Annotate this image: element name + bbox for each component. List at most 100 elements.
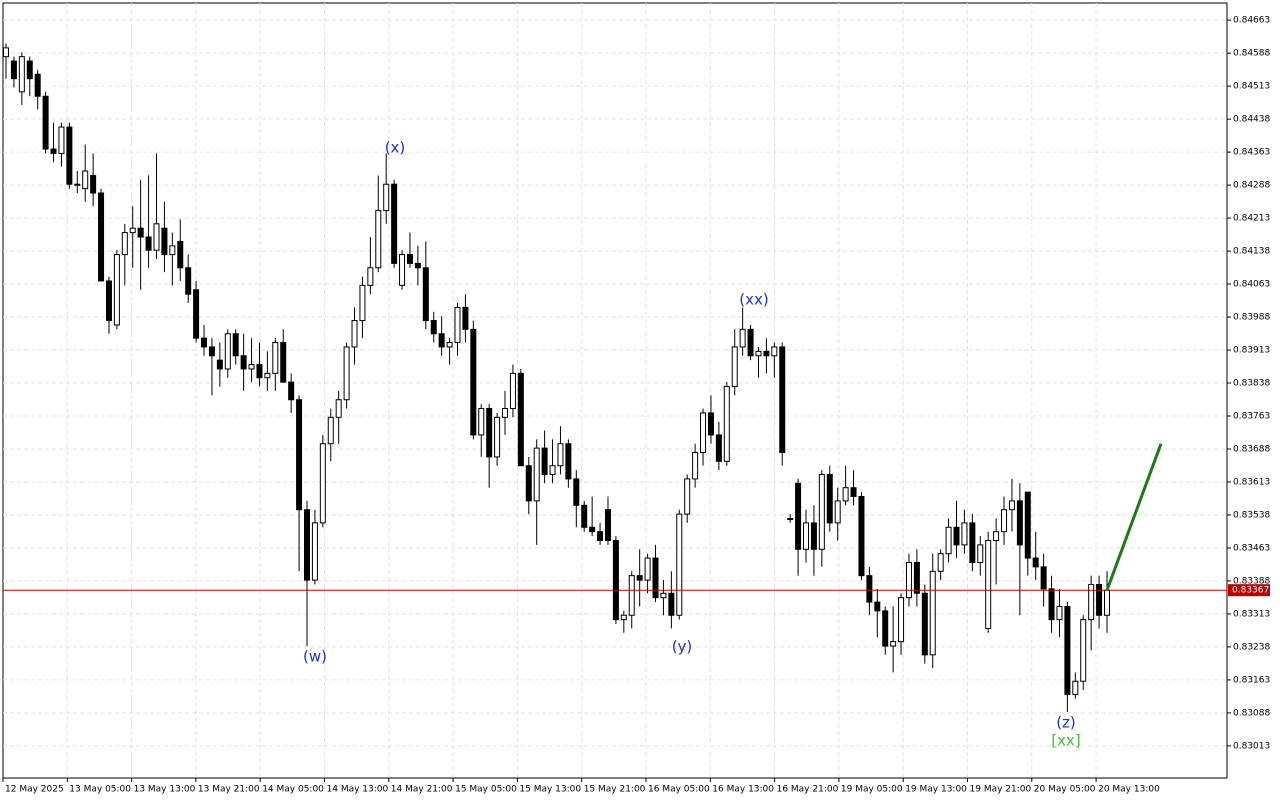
candle-body xyxy=(636,575,643,581)
candle-body xyxy=(612,539,619,621)
candle-body xyxy=(193,289,200,339)
wave-label: (y) xyxy=(672,638,693,656)
candle-body xyxy=(399,254,406,286)
candle-body xyxy=(1096,583,1103,616)
candle-body xyxy=(494,416,501,458)
candle-body xyxy=(850,487,857,498)
candle-body xyxy=(272,342,279,374)
candle-body xyxy=(937,553,944,572)
candle-body xyxy=(1056,605,1063,621)
wave-label: (xx) xyxy=(739,291,768,309)
candle-body xyxy=(1088,583,1095,621)
candle-body xyxy=(1016,500,1023,546)
candle-body xyxy=(90,174,97,194)
candle-body xyxy=(248,364,255,370)
candle-body xyxy=(327,416,334,445)
candle-body xyxy=(589,526,596,533)
candle-body xyxy=(810,522,817,550)
candle-body xyxy=(692,452,699,480)
candle-body xyxy=(620,614,627,621)
candle-body xyxy=(98,192,105,282)
candle-body xyxy=(557,443,564,467)
candle-body xyxy=(343,346,350,401)
candle-body xyxy=(224,333,231,370)
candle-body xyxy=(826,474,833,524)
candle-body xyxy=(216,359,223,370)
candle-body xyxy=(280,342,287,383)
candle-body xyxy=(303,509,310,581)
candle-body xyxy=(201,337,208,348)
candle-body xyxy=(533,447,540,502)
current-price-label: 0.83367 xyxy=(1232,586,1269,596)
candle-body xyxy=(311,522,318,581)
candle-body xyxy=(581,504,588,528)
x-tick-label: 13 May 21:00 xyxy=(198,785,260,795)
candle-body xyxy=(121,232,128,256)
candle-body xyxy=(1064,605,1071,695)
candle-body xyxy=(502,408,509,418)
candle-body xyxy=(874,601,881,612)
y-tick-label: 0.84288 xyxy=(1233,181,1270,191)
candle-body xyxy=(145,236,152,251)
candle-body xyxy=(478,408,485,436)
candle-body xyxy=(961,522,968,546)
candle-body xyxy=(985,539,992,629)
wave-label: (w) xyxy=(303,648,327,666)
y-tick-label: 0.83313 xyxy=(1233,609,1270,619)
y-tick-label: 0.83013 xyxy=(1233,741,1270,751)
candle-body xyxy=(153,223,160,251)
candle-body xyxy=(264,372,271,379)
candle-body xyxy=(1072,680,1079,695)
candle-body xyxy=(177,240,184,269)
y-tick-label: 0.84063 xyxy=(1233,280,1270,290)
candle-body xyxy=(10,60,17,80)
candle-body xyxy=(834,500,841,524)
candle-body xyxy=(470,328,477,436)
y-tick-label: 0.83088 xyxy=(1233,708,1270,718)
x-tick-label: 13 May 13:00 xyxy=(134,785,196,795)
candle-body xyxy=(676,513,683,616)
candle-body xyxy=(161,227,168,256)
y-tick-label: 0.83538 xyxy=(1233,510,1270,520)
wave-label: (x) xyxy=(385,139,406,157)
candle-body xyxy=(367,267,374,286)
candle-body xyxy=(604,509,611,541)
candle-body xyxy=(1080,619,1087,682)
x-tick-label: 19 May 13:00 xyxy=(905,785,967,795)
candle-body xyxy=(232,333,239,357)
x-tick-label: 13 May 05:00 xyxy=(69,785,131,795)
candle-body xyxy=(707,412,714,436)
candle-body xyxy=(82,170,89,190)
x-tick-label: 15 May 13:00 xyxy=(519,785,581,795)
candle-body xyxy=(185,267,192,295)
x-tick-label: 20 May 13:00 xyxy=(1098,785,1160,795)
candle-body xyxy=(525,465,532,502)
candle-body xyxy=(755,350,762,357)
candle-body xyxy=(739,328,746,348)
candle-body xyxy=(517,372,524,467)
projection-line xyxy=(1105,443,1163,591)
candle-body xyxy=(1008,500,1015,511)
x-tick-label: 14 May 21:00 xyxy=(391,785,453,795)
candle-body xyxy=(945,526,952,555)
candle-body xyxy=(26,60,33,80)
y-tick-label: 0.84663 xyxy=(1233,16,1270,26)
candle-body xyxy=(541,447,548,476)
candle-body xyxy=(731,346,738,388)
wave-label: (z) xyxy=(1056,714,1076,732)
candle-body xyxy=(953,526,960,546)
candle-body xyxy=(700,412,707,454)
candle-body xyxy=(1024,491,1031,559)
plot-frame xyxy=(2,2,1228,779)
y-tick-label: 0.84513 xyxy=(1233,82,1270,92)
wave-label: [xx] xyxy=(1051,732,1080,750)
candle-body xyxy=(1040,566,1047,590)
x-tick-label: 19 May 05:00 xyxy=(841,785,903,795)
candle-body xyxy=(438,333,445,348)
candle-body xyxy=(113,254,120,326)
candle-body xyxy=(486,408,493,458)
candle-body xyxy=(763,350,770,357)
y-tick-label: 0.84438 xyxy=(1233,115,1270,125)
y-tick-label: 0.84363 xyxy=(1233,148,1270,158)
candle-body xyxy=(684,478,691,515)
